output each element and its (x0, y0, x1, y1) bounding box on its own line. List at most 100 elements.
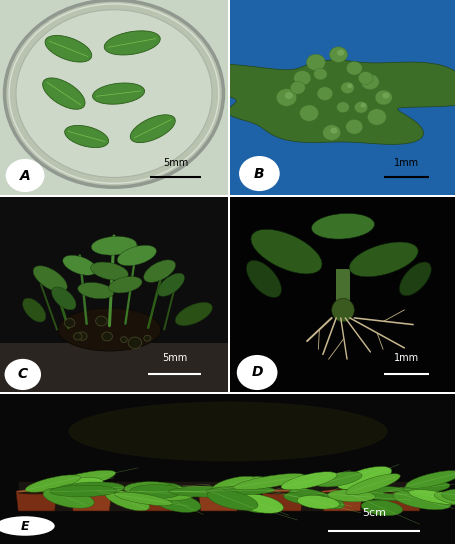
Circle shape (284, 92, 292, 99)
Circle shape (5, 0, 223, 187)
Ellipse shape (327, 490, 374, 502)
Ellipse shape (297, 496, 339, 509)
Ellipse shape (157, 273, 184, 296)
Ellipse shape (45, 35, 91, 62)
Ellipse shape (63, 255, 96, 275)
Ellipse shape (92, 83, 144, 104)
Ellipse shape (16, 490, 57, 493)
Circle shape (360, 74, 378, 90)
Ellipse shape (58, 308, 160, 351)
Ellipse shape (349, 242, 417, 277)
Circle shape (236, 355, 277, 390)
Ellipse shape (323, 492, 359, 494)
Circle shape (340, 82, 354, 94)
Ellipse shape (351, 486, 425, 501)
Circle shape (316, 87, 332, 101)
Ellipse shape (281, 472, 336, 490)
Ellipse shape (42, 78, 85, 109)
Ellipse shape (168, 487, 241, 497)
Circle shape (120, 337, 127, 343)
Ellipse shape (345, 474, 399, 494)
Circle shape (77, 332, 87, 341)
Ellipse shape (43, 488, 94, 508)
Ellipse shape (77, 282, 114, 299)
Ellipse shape (104, 31, 160, 55)
Circle shape (382, 92, 389, 98)
Ellipse shape (51, 477, 103, 492)
Circle shape (128, 337, 142, 349)
Circle shape (354, 101, 367, 113)
Ellipse shape (65, 126, 108, 147)
Circle shape (290, 81, 304, 94)
Ellipse shape (392, 490, 450, 510)
Ellipse shape (114, 492, 172, 505)
Ellipse shape (143, 260, 175, 282)
Polygon shape (134, 491, 175, 511)
Ellipse shape (23, 298, 46, 322)
Ellipse shape (250, 230, 321, 274)
Ellipse shape (154, 493, 201, 512)
Circle shape (96, 316, 107, 326)
Circle shape (336, 50, 344, 56)
Polygon shape (380, 491, 421, 511)
Ellipse shape (108, 276, 142, 293)
Text: 5cm: 5cm (361, 509, 385, 518)
Ellipse shape (129, 485, 182, 499)
Text: 1mm: 1mm (393, 158, 418, 168)
Ellipse shape (233, 493, 283, 513)
Ellipse shape (321, 490, 362, 493)
Ellipse shape (314, 472, 361, 487)
Circle shape (374, 90, 391, 105)
Ellipse shape (200, 492, 237, 494)
Ellipse shape (360, 500, 402, 516)
Polygon shape (321, 491, 362, 511)
Ellipse shape (134, 490, 175, 493)
Ellipse shape (68, 401, 387, 461)
Text: C: C (18, 367, 28, 381)
Ellipse shape (73, 492, 109, 494)
Ellipse shape (49, 471, 116, 489)
Ellipse shape (207, 490, 258, 510)
Ellipse shape (54, 482, 124, 497)
Ellipse shape (161, 486, 240, 497)
Ellipse shape (403, 481, 449, 493)
Ellipse shape (264, 492, 300, 494)
Circle shape (313, 68, 327, 80)
Ellipse shape (91, 262, 128, 280)
Bar (0, 343, 228, 392)
Circle shape (329, 127, 337, 134)
Text: 5mm: 5mm (162, 353, 187, 363)
Circle shape (5, 159, 45, 192)
Ellipse shape (405, 471, 455, 489)
Circle shape (360, 103, 365, 108)
Polygon shape (16, 491, 57, 511)
Ellipse shape (130, 115, 175, 143)
Ellipse shape (399, 262, 430, 296)
Ellipse shape (246, 260, 281, 298)
Ellipse shape (18, 492, 55, 494)
Circle shape (16, 10, 212, 177)
Circle shape (276, 89, 296, 106)
Ellipse shape (262, 490, 303, 493)
Ellipse shape (175, 302, 212, 326)
Polygon shape (198, 491, 239, 511)
Ellipse shape (433, 492, 455, 509)
Ellipse shape (288, 489, 344, 509)
Text: D: D (251, 366, 262, 380)
Ellipse shape (136, 492, 173, 494)
Circle shape (357, 72, 372, 84)
Ellipse shape (331, 299, 354, 322)
Ellipse shape (105, 490, 149, 511)
Ellipse shape (50, 485, 116, 497)
Polygon shape (71, 491, 111, 511)
Ellipse shape (209, 477, 265, 493)
Ellipse shape (233, 474, 305, 490)
Circle shape (306, 54, 325, 71)
Ellipse shape (71, 490, 111, 493)
Ellipse shape (212, 477, 255, 492)
Ellipse shape (231, 499, 270, 513)
Circle shape (346, 61, 361, 75)
Circle shape (5, 359, 41, 390)
Ellipse shape (33, 266, 67, 292)
Circle shape (336, 102, 349, 113)
